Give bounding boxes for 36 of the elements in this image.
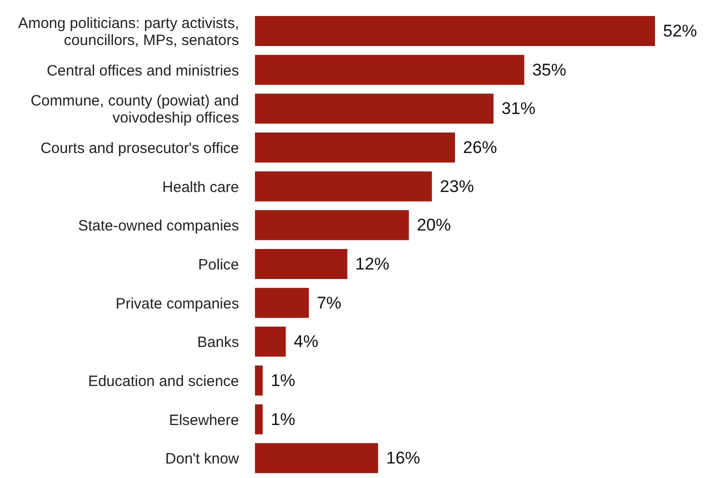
data-label: 16% [386, 448, 420, 468]
y-tick-label: Don't know [165, 450, 240, 468]
y-tick-label: Police [198, 256, 239, 273]
y-tick-label: Among politicians: party activists, councillors, MPs, senators [18, 14, 239, 48]
data-label: 1% [270, 410, 296, 429]
data-label: 23% [440, 176, 474, 196]
y-tick-label: Courts and prosecutor's office [40, 139, 239, 156]
bar [255, 249, 348, 279]
data-label: 20% [416, 216, 451, 235]
y-tick-label: Central offices and ministries [46, 62, 239, 79]
bar [255, 171, 432, 202]
data-label: 12% [355, 254, 390, 274]
bar [255, 16, 655, 46]
y-tick-label: Elsewhere [168, 411, 239, 428]
bar [255, 443, 378, 474]
y-tick-label: Private companies [116, 294, 239, 312]
data-label: 4% [294, 332, 318, 352]
bar [255, 94, 494, 124]
bar [255, 326, 286, 357]
data-label: 1% [270, 371, 296, 390]
bar [255, 54, 524, 85]
data-label: 26% [463, 138, 498, 157]
bar [255, 210, 409, 240]
y-tick-label: Banks [197, 334, 239, 351]
bar [255, 366, 263, 396]
y-tick-label: State-owned companies [78, 217, 239, 234]
data-label: 31% [501, 99, 536, 118]
bar [255, 404, 263, 434]
y-tick-label: Health care [162, 178, 239, 196]
y-tick-label: Commune, county (powiat) and voivodeship offices [30, 92, 239, 126]
bar [255, 288, 309, 318]
data-label: 35% [532, 60, 566, 80]
data-label: 7% [316, 293, 342, 312]
data-label: 52% [663, 22, 698, 40]
y-tick-label: Education and science [88, 372, 239, 390]
bar [255, 132, 455, 162]
